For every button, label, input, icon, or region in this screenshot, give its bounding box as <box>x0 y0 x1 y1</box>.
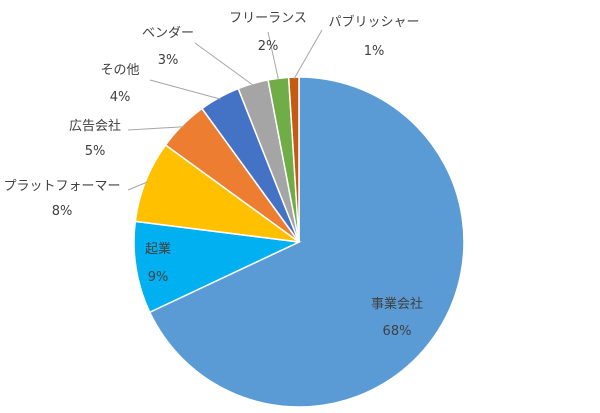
slice-percent-label-6: 3% <box>158 53 179 68</box>
pie-slice-1 <box>148 76 465 408</box>
leader-lines <box>127 29 323 191</box>
slice-name-label-4: 広告会社 <box>69 118 121 134</box>
leader-line-7 <box>267 31 280 81</box>
slice-name-label-5: その他 <box>100 63 139 78</box>
slice-name-label-1: 事業会社 <box>371 296 423 312</box>
pie-slice-8 <box>287 76 300 243</box>
slice-percent-label-7: 2% <box>258 39 279 54</box>
slice-name-label-6: ベンダー <box>142 26 194 41</box>
leader-line-6 <box>194 42 254 86</box>
slice-percent-label-3: 8% <box>52 204 73 219</box>
slice-percent-label-1: 68% <box>383 324 412 339</box>
slice-percent-label-5: 4% <box>110 90 131 105</box>
slice-labels: 事業会社 68% 起業 9% プラットフォーマー 8% 広告会社 5% その他 4% ベンダー 3% フ… <box>3 11 423 339</box>
slice-name-label-3: プラットフォーマー <box>3 179 120 194</box>
slice-percent-label-8: 1% <box>364 44 385 59</box>
slice-name-label-7: フリーランス <box>229 11 307 26</box>
slice-name-label-2: 起業 <box>145 241 171 257</box>
pie-slices <box>133 76 465 408</box>
leader-line-4 <box>127 126 184 131</box>
slice-name-label-8: パブリッシャー <box>328 14 419 30</box>
leader-line-8 <box>293 29 323 80</box>
slice-percent-label-4: 5% <box>85 144 106 159</box>
leader-line-3 <box>127 181 148 191</box>
pie-slice-2 <box>133 220 302 314</box>
slice-percent-label-2: 9% <box>148 270 169 285</box>
leader-line-5 <box>149 79 221 100</box>
